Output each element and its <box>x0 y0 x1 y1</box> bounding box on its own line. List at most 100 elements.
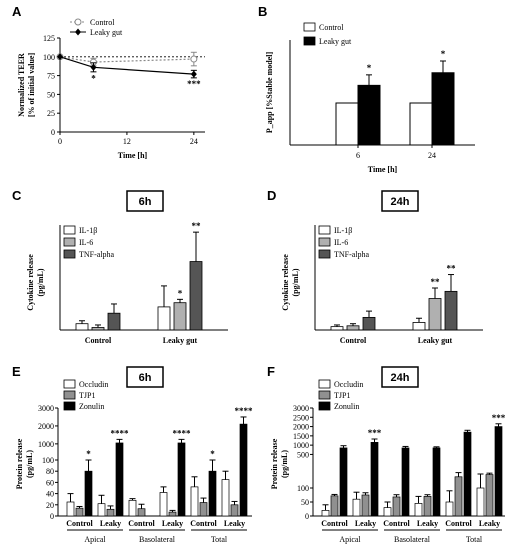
panel-f-bar <box>454 476 463 517</box>
panel-f-y-tick-label: 3000 <box>293 404 309 413</box>
panel-f-group-label: Total <box>466 535 483 544</box>
panel-c-bar <box>173 302 187 331</box>
panel-b-bar <box>409 102 433 146</box>
panel-e-bar <box>137 508 146 517</box>
panel-e-y-label: Protein release <box>15 438 24 489</box>
panel-e-y-tick-label: 40 <box>46 490 54 499</box>
panel-e-bar <box>221 479 230 517</box>
panel-a-series-line-0 <box>59 56 194 63</box>
panel-e-x-tick-label: Leaky <box>100 519 121 528</box>
panel-e-bar <box>177 442 186 517</box>
panel-letter-b: B <box>258 4 267 19</box>
panel-a-significance: *** <box>187 79 201 89</box>
legend-label-c-2: TNF-alpha <box>79 250 115 259</box>
panel-f-group-label: Apical <box>339 535 361 544</box>
panel-c-significance: ** <box>192 221 202 231</box>
panel-e-bar <box>106 508 115 517</box>
panel-f-y-tick-label: 50 <box>301 498 309 507</box>
panel-e-y-tick-label: 0 <box>50 512 54 521</box>
panel-e-x-tick-label: Control <box>190 519 217 528</box>
panel-f-bar <box>392 496 401 517</box>
panel-b-bar <box>357 84 381 146</box>
time-label-f: 24h <box>391 372 410 384</box>
panel-d-y-label-2: (pg/mL) <box>291 268 300 296</box>
panel-a-y-tick-label: 50 <box>47 90 55 99</box>
panel-c-bar <box>189 261 203 331</box>
legend-swatch-b-leaky <box>303 36 316 46</box>
panel-e-bar <box>208 470 217 517</box>
panel-a-legend-label-leaky: Leaky gut <box>90 28 123 37</box>
legend-label-d-0: IL-1β <box>334 226 352 235</box>
legend-swatch-e-0 <box>63 379 76 389</box>
panel-f-bar <box>361 494 370 517</box>
legend-label-b-control: Control <box>319 23 344 32</box>
panel-f-bar <box>414 503 423 517</box>
panel-a-y-label-2: [% of initial value] <box>27 53 36 118</box>
panel-a-y-tick-label: 75 <box>47 72 55 81</box>
panel-f-bar <box>401 447 410 517</box>
panel-a-legend-label-control: Control <box>90 18 115 27</box>
panel-f-x-tick-label: Control <box>321 519 348 528</box>
legend-swatch-e-1 <box>63 390 76 400</box>
time-label-c: 6h <box>139 196 152 208</box>
panel-a-y-tick-label: 0 <box>51 128 55 137</box>
legend-swatch-f-2 <box>318 401 331 411</box>
panel-f-significance: *** <box>492 413 505 423</box>
panel-a-data-point <box>190 70 197 78</box>
panel-b-x-tick-label: 6 <box>356 151 360 160</box>
legend-label-f-2: Zonulin <box>334 402 359 411</box>
panel-c-bar <box>107 312 121 331</box>
panel-a-y-tick-label: 25 <box>47 109 55 118</box>
panel-b-bar <box>431 72 455 146</box>
panel-e-significance: **** <box>173 428 192 438</box>
panel-e-bar <box>115 442 124 517</box>
legend-swatch-d-0 <box>318 225 331 235</box>
panel-c-y-label-2: (pg/mL) <box>36 268 45 296</box>
panel-f-bar <box>432 447 441 517</box>
legend-swatch-d-2 <box>318 249 331 259</box>
legend-swatch-b-control <box>303 22 316 32</box>
panel-a-legend-marker-control <box>74 18 82 26</box>
panel-d-y-label: Cytokine release <box>281 254 290 311</box>
panel-e-x-tick-label: Control <box>128 519 155 528</box>
panel-c-bar <box>91 327 105 331</box>
panel-e-significance: **** <box>235 406 254 416</box>
panel-f-bar <box>445 501 454 517</box>
panel-e-bar <box>75 507 84 517</box>
panel-e-y-tick-label: 80 <box>46 467 54 476</box>
panel-e-group-label: Basolateral <box>139 535 176 544</box>
panel-f-bar <box>352 498 361 517</box>
panel-c-y-label: Cytokine release <box>26 254 35 311</box>
legend-swatch-d-1 <box>318 237 331 247</box>
panel-e-bar <box>66 501 75 517</box>
panel-f-y-tick-label: 2000 <box>293 423 309 432</box>
panel-f-y-tick-label: 2500 <box>293 413 309 422</box>
panel-d-x-tick-label: Leaky gut <box>418 336 453 345</box>
panel-e-y-tick-label: 3000 <box>38 404 54 413</box>
panel-d-bar <box>444 290 458 331</box>
panel-f-group-label: Basolateral <box>394 535 431 544</box>
panel-f-bar <box>383 507 392 517</box>
panel-f-y-tick-label: 1000 <box>293 441 309 450</box>
panel-f-bar <box>463 431 472 517</box>
panel-e-x-tick-label: Leaky <box>224 519 245 528</box>
panel-e-significance: **** <box>111 428 130 438</box>
panel-f-bar <box>485 474 494 517</box>
panel-e-bar <box>159 492 168 517</box>
panel-e-bar <box>239 423 248 517</box>
legend-swatch-e-2 <box>63 401 76 411</box>
panel-f-bar <box>339 447 348 517</box>
panel-b-x-label: Time [h] <box>368 165 398 174</box>
legend-label-c-1: IL-6 <box>79 238 93 247</box>
panel-f-x-tick-label: Leaky <box>417 519 438 528</box>
panel-e-y-tick-label: 60 <box>46 478 54 487</box>
panel-a-data-point <box>57 53 63 61</box>
legend-label-b-leaky: Leaky gut <box>319 37 352 46</box>
panel-c-x-tick-label: Leaky gut <box>163 336 198 345</box>
legend-swatch-c-1 <box>63 237 76 247</box>
panel-d-significance: ** <box>447 264 457 274</box>
panel-a-x-label: Time [h] <box>118 151 148 160</box>
panel-c-bar <box>75 323 89 331</box>
panel-e-y-tick-label: 100 <box>42 456 54 465</box>
